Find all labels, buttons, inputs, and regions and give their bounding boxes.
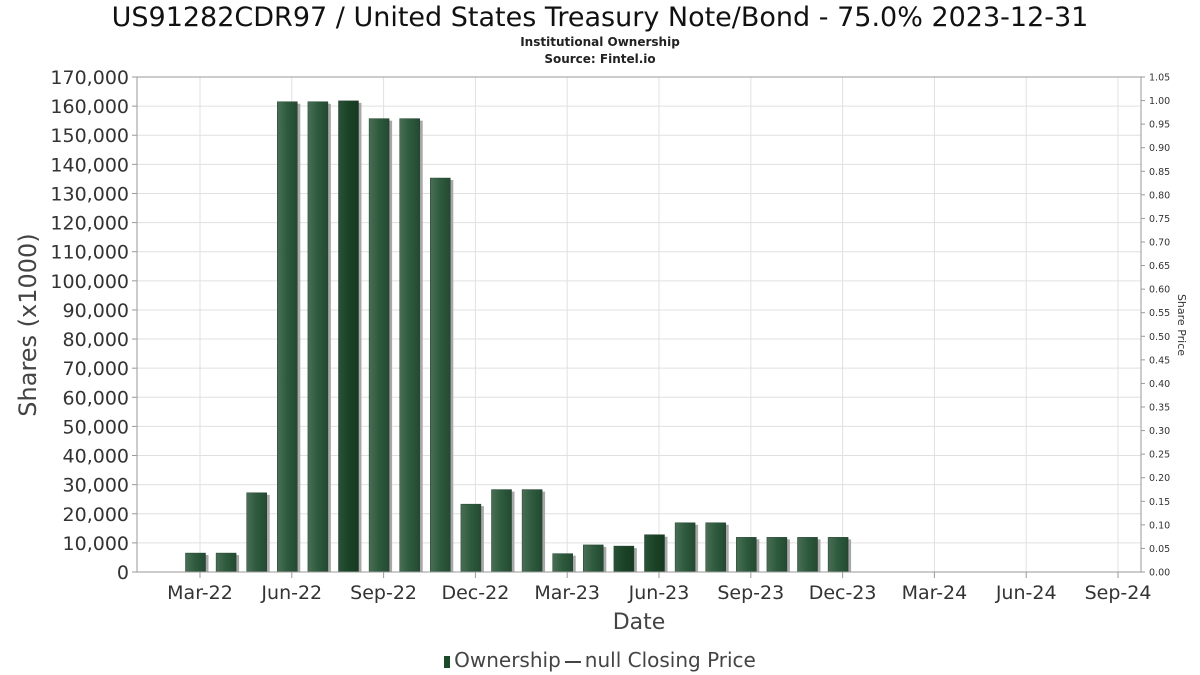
ownership-bar bbox=[368, 118, 390, 573]
ownership-bar bbox=[307, 101, 329, 573]
x-tick-label: Sep-23 bbox=[717, 582, 784, 604]
x-tick-label: Mar-22 bbox=[167, 582, 233, 604]
y-tick-label: 20,000 bbox=[63, 504, 129, 526]
ownership-bar bbox=[277, 101, 298, 573]
y2-axis-label: Share Price bbox=[1175, 294, 1188, 356]
ownership-bar bbox=[491, 489, 512, 573]
ownership-bar bbox=[521, 489, 543, 573]
y-tick-label: 130,000 bbox=[50, 183, 129, 205]
y-tick-label: 10,000 bbox=[63, 533, 129, 555]
ownership-bar bbox=[766, 537, 788, 573]
y2-tick-label: 0.00 bbox=[1149, 568, 1170, 579]
y-tick-label: 60,000 bbox=[63, 387, 129, 409]
y2-tick-label: 0.40 bbox=[1149, 379, 1170, 390]
chart-subtitle: Institutional Ownership bbox=[520, 35, 680, 49]
x-tick-label: Dec-22 bbox=[441, 582, 509, 604]
ownership-bar bbox=[552, 553, 573, 573]
ownership-bar bbox=[613, 545, 635, 573]
ownership-legend-label: Ownership bbox=[454, 648, 561, 672]
chart-source: Source: Fintel.io bbox=[544, 52, 656, 66]
y2-tick-label: 0.60 bbox=[1149, 285, 1170, 296]
x-tick-label: Jun-23 bbox=[628, 582, 690, 604]
y-tick-label: 0 bbox=[117, 562, 129, 584]
y2-tick-label: 0.90 bbox=[1149, 143, 1170, 154]
ownership-bar bbox=[399, 118, 420, 573]
x-tick-label: Mar-24 bbox=[902, 582, 968, 604]
chart-title: US91282CDR97 / United States Treasury No… bbox=[111, 2, 1089, 33]
y-tick-label: 160,000 bbox=[50, 96, 129, 118]
ownership-bar bbox=[185, 552, 206, 573]
x-tick-label: Sep-22 bbox=[350, 582, 417, 604]
ownership-bar bbox=[430, 177, 451, 573]
y2-tick-label: 0.35 bbox=[1149, 403, 1170, 414]
ownership-bar bbox=[215, 552, 237, 573]
y-tick-label: 110,000 bbox=[50, 242, 129, 264]
y-tick-label: 120,000 bbox=[50, 213, 129, 235]
y-axis-label: Shares (x1000) bbox=[14, 233, 42, 416]
ownership-bar bbox=[583, 544, 604, 573]
ownership-bar bbox=[705, 522, 726, 573]
ownership-bar bbox=[797, 537, 818, 573]
y2-tick-label: 0.25 bbox=[1149, 450, 1170, 461]
y2-tick-label: 0.70 bbox=[1149, 238, 1170, 249]
y2-tick-label: 0.65 bbox=[1149, 261, 1170, 272]
price-legend-label: null Closing Price bbox=[584, 648, 756, 672]
ownership-bar bbox=[827, 537, 849, 573]
x-tick-label: Mar-23 bbox=[534, 582, 600, 604]
ownership-bar bbox=[674, 522, 696, 573]
x-tick-label: Sep-24 bbox=[1085, 582, 1152, 604]
x-axis-label: Date bbox=[613, 610, 666, 635]
y2-tick-label: 1.05 bbox=[1149, 73, 1170, 84]
x-tick-label: Jun-22 bbox=[260, 582, 322, 604]
y-tick-label: 80,000 bbox=[63, 329, 129, 351]
y2-tick-label: 0.85 bbox=[1149, 167, 1170, 178]
y-tick-label: 30,000 bbox=[63, 475, 129, 497]
chart-legend: Ownership null Closing Price bbox=[0, 648, 1200, 672]
y2-tick-label: 0.50 bbox=[1149, 332, 1170, 343]
y2-tick-label: 0.20 bbox=[1149, 473, 1170, 484]
y-tick-label: 90,000 bbox=[63, 300, 129, 322]
y2-tick-label: 0.95 bbox=[1149, 120, 1170, 131]
y2-tick-label: 0.30 bbox=[1149, 426, 1170, 437]
y2-tick-label: 0.75 bbox=[1149, 214, 1170, 225]
y-tick-label: 40,000 bbox=[63, 446, 129, 468]
price-legend-line bbox=[564, 660, 581, 663]
x-tick-label: Dec-23 bbox=[809, 582, 877, 604]
y-tick-label: 170,000 bbox=[50, 67, 129, 89]
ownership-bar bbox=[736, 537, 757, 573]
y2-tick-label: 0.55 bbox=[1149, 308, 1170, 319]
y-tick-label: 100,000 bbox=[50, 271, 129, 293]
y2-tick-label: 0.15 bbox=[1149, 497, 1170, 508]
y2-tick-label: 0.05 bbox=[1149, 544, 1170, 555]
ownership-bar bbox=[644, 534, 665, 573]
ownership-bar bbox=[246, 492, 267, 573]
y2-tick-label: 1.00 bbox=[1149, 96, 1170, 107]
ownership-legend-swatch bbox=[444, 655, 451, 668]
ownership-bar bbox=[338, 100, 359, 573]
y2-tick-label: 0.80 bbox=[1149, 190, 1170, 201]
y-tick-label: 50,000 bbox=[63, 416, 129, 438]
y2-tick-label: 0.45 bbox=[1149, 355, 1170, 366]
ownership-bar bbox=[460, 503, 482, 573]
x-tick-label: Jun-24 bbox=[995, 582, 1057, 604]
y-tick-label: 70,000 bbox=[63, 358, 129, 380]
ownership-chart: 0 10,000 20,000 30,000 40,000 50,000 60,000 70,… bbox=[14, 67, 1188, 635]
plot-frame bbox=[136, 76, 1142, 573]
y-tick-label: 150,000 bbox=[50, 125, 129, 147]
y-tick-label: 140,000 bbox=[50, 154, 129, 176]
y2-tick-label: 0.10 bbox=[1149, 520, 1170, 531]
